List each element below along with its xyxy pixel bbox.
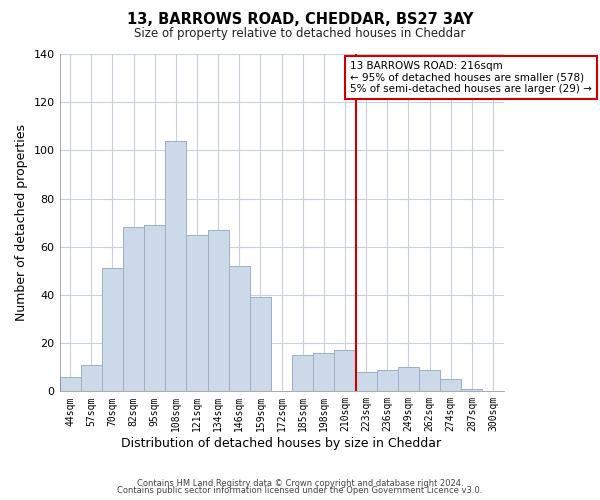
Bar (250, 298, 271, 392)
Bar (377, 370, 398, 392)
Y-axis label: Number of detached properties: Number of detached properties (15, 124, 28, 321)
Text: 13 BARROWS ROAD: 216sqm
← 95% of detached houses are smaller (578)
5% of semi-de: 13 BARROWS ROAD: 216sqm ← 95% of detache… (350, 60, 592, 94)
X-axis label: Distribution of detached houses by size in Cheddar: Distribution of detached houses by size … (121, 437, 442, 450)
Bar (59, 377, 80, 392)
Bar (419, 370, 440, 392)
Text: Contains HM Land Registry data © Crown copyright and database right 2024.: Contains HM Land Registry data © Crown c… (137, 478, 463, 488)
Text: Contains public sector information licensed under the Open Government Licence v3: Contains public sector information licen… (118, 486, 482, 495)
Bar (123, 228, 144, 392)
Bar (461, 389, 482, 392)
Bar (398, 367, 419, 392)
Bar (334, 350, 356, 392)
Bar (440, 380, 461, 392)
Bar (292, 355, 313, 392)
Bar (80, 365, 102, 392)
Bar (144, 225, 165, 392)
Bar (187, 234, 208, 392)
Bar (356, 372, 377, 392)
Bar (229, 266, 250, 392)
Bar (208, 230, 229, 392)
Bar (102, 268, 123, 392)
Bar (165, 140, 187, 392)
Bar (313, 353, 334, 392)
Text: 13, BARROWS ROAD, CHEDDAR, BS27 3AY: 13, BARROWS ROAD, CHEDDAR, BS27 3AY (127, 12, 473, 28)
Text: Size of property relative to detached houses in Cheddar: Size of property relative to detached ho… (134, 28, 466, 40)
